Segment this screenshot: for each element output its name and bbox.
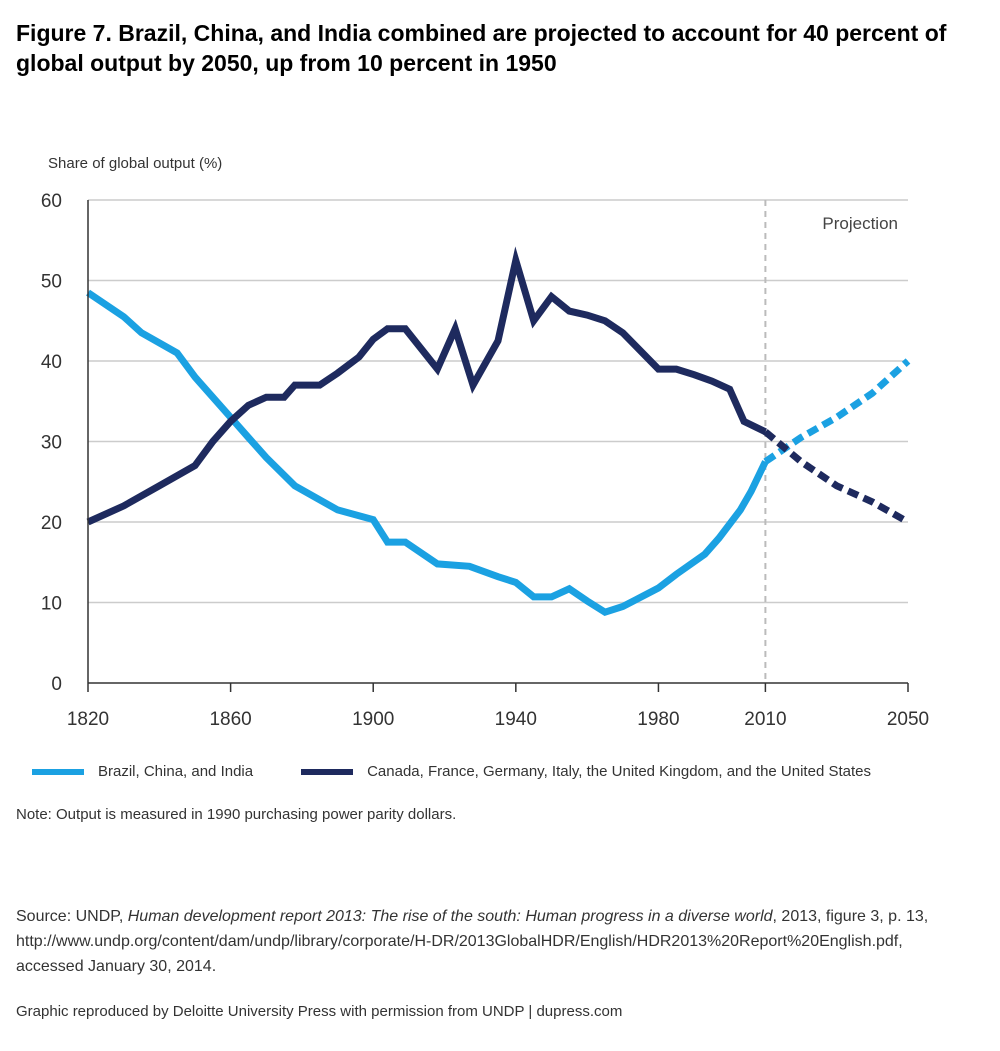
series-line-bci — [86, 289, 769, 617]
x-tick-label-1980: 1980 — [637, 709, 679, 730]
legend-label-g6: Canada, France, Germany, Italy, the Unit… — [367, 763, 871, 780]
y-tick-label-20: 20 — [41, 513, 62, 534]
gridlines — [88, 199, 908, 604]
x-tick-label-2010: 2010 — [744, 709, 786, 730]
legend-label-bci: Brazil, China, and India — [98, 763, 254, 780]
legend-item-bci: Brazil, China, and India — [32, 763, 253, 780]
x-tick-label-1940: 1940 — [495, 709, 537, 730]
source-suffix: , 2013, figure 3, p. 13, http://www.undp… — [16, 908, 929, 975]
note: Note: Output is measured in 1990 purchas… — [16, 806, 457, 823]
y-tick-label-0: 0 — [51, 674, 62, 695]
projection-label: Projection — [822, 214, 898, 233]
x-tick-label-1900: 1900 — [352, 709, 394, 730]
series-lines — [86, 246, 911, 617]
y-tick-label-50: 50 — [41, 272, 62, 293]
source: Source: UNDP, Human development report 2… — [16, 904, 946, 979]
line-chart: Share of global output (%) Projection 01… — [41, 155, 929, 730]
y-tick-label-30: 30 — [41, 433, 62, 454]
y-axis-label: Share of global output (%) — [48, 155, 222, 172]
x-tick-label-1820: 1820 — [67, 709, 109, 730]
figure-title-text: Brazil, China, and India combined are pr… — [16, 20, 947, 76]
legend: Brazil, China, and India Canada, France,… — [32, 763, 992, 780]
legend-swatch-g6 — [301, 768, 354, 775]
axes: 0 10 20 30 40 50 60 1820 1860 1900 1940 1980 2010 205… — [41, 191, 929, 730]
series-line-g6 — [86, 246, 767, 526]
source-prefix: Source: UNDP, — [16, 908, 128, 925]
source-title: Human development report 2013: The rise … — [127, 908, 773, 925]
figure-label: Figure 7. — [16, 20, 112, 46]
y-tick-label-60: 60 — [41, 191, 62, 212]
series-line-g6-projection — [763, 429, 910, 526]
x-tick-label-2050: 2050 — [887, 709, 929, 730]
chart-title: Figure 7. Brazil, China, and India combin… — [16, 18, 976, 78]
projection-marker: Projection — [764, 200, 898, 683]
y-tick-label-40: 40 — [41, 352, 62, 373]
x-tick-label-1860: 1860 — [209, 709, 251, 730]
legend-item-g6: Canada, France, Germany, Italy, the Unit… — [301, 763, 871, 780]
credit: Graphic reproduced by Deloitte Universit… — [16, 1003, 623, 1020]
series-line-bci-projection — [763, 358, 911, 465]
legend-swatch-bci — [32, 768, 84, 775]
y-tick-label-10: 10 — [41, 594, 62, 615]
